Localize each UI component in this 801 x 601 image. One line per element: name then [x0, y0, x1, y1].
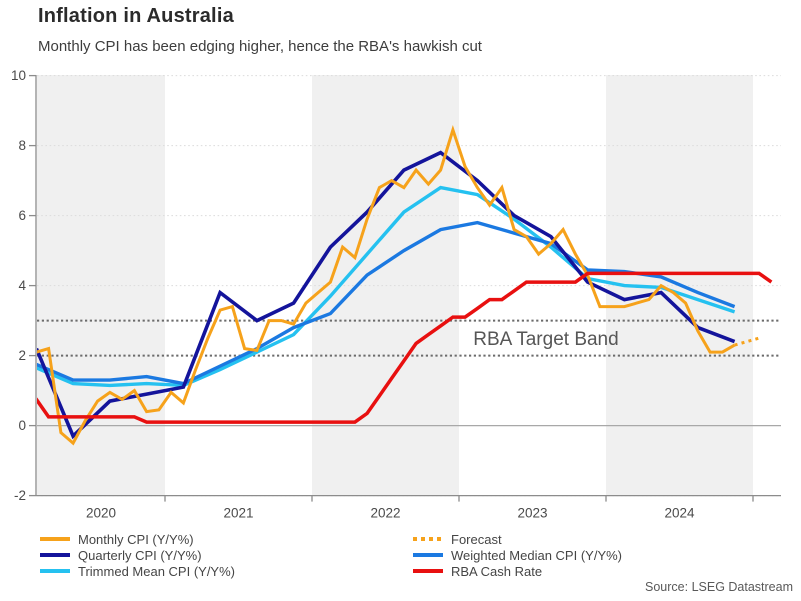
- legend-swatch-forecast-icon: [413, 537, 443, 541]
- page-title: Inflation in Australia: [38, 5, 234, 27]
- x-year-label-2021: 2021: [223, 506, 253, 521]
- y-tick-label--2: -2: [14, 488, 26, 503]
- legend-column-right: Forecast Weighted Median CPI (Y/Y%) RBA …: [413, 531, 622, 579]
- legend-swatch-rba-cash-rate-icon: [413, 569, 443, 573]
- x-year-label-2024: 2024: [664, 506, 695, 521]
- legend-item-rba-cash-rate: RBA Cash Rate: [413, 563, 622, 579]
- series-quarterly-cpi-y-y: [37, 150, 736, 440]
- legend-label-forecast: Forecast: [451, 531, 502, 547]
- legend-swatch-weighted-median-cpi-icon: [413, 553, 443, 557]
- legend-item-monthly-cpi: Monthly CPI (Y/Y%): [40, 531, 235, 547]
- y-tick-label-8: 8: [18, 138, 26, 153]
- legend-swatch-monthly-cpi-icon: [40, 537, 70, 541]
- legend-label-weighted-median-cpi: Weighted Median CPI (Y/Y%): [451, 547, 622, 563]
- legend-item-forecast: Forecast: [413, 531, 622, 547]
- y-tick-label-10: 10: [11, 68, 26, 83]
- x-year-label-2023: 2023: [517, 506, 547, 521]
- x-year-label-2020: 2020: [86, 506, 116, 521]
- series-monthly-cpi-y-y: [37, 124, 736, 446]
- legend-item-weighted-median-cpi: Weighted Median CPI (Y/Y%): [413, 547, 622, 563]
- series-trimmed-mean-cpi-y-y: [37, 185, 736, 388]
- legend-label-monthly-cpi: Monthly CPI (Y/Y%): [78, 531, 194, 547]
- legend-label-trimmed-mean-cpi: Trimmed Mean CPI (Y/Y%): [78, 563, 235, 579]
- legend: Monthly CPI (Y/Y%) Quarterly CPI (Y/Y%) …: [0, 531, 801, 581]
- source-credit: Source: LSEG Datastream: [645, 580, 793, 594]
- legend-column-left: Monthly CPI (Y/Y%) Quarterly CPI (Y/Y%) …: [40, 531, 235, 579]
- legend-swatch-quarterly-cpi-icon: [40, 553, 70, 557]
- legend-label-rba-cash-rate: RBA Cash Rate: [451, 563, 543, 579]
- legend-label-quarterly-cpi: Quarterly CPI (Y/Y%): [78, 547, 202, 563]
- series-rba-cash-rate: [37, 271, 773, 424]
- legend-swatch-trimmed-mean-cpi-icon: [40, 569, 70, 573]
- legend-item-trimmed-mean-cpi: Trimmed Mean CPI (Y/Y%): [40, 563, 235, 579]
- y-tick-label-4: 4: [18, 278, 26, 293]
- y-tick-label-0: 0: [18, 418, 26, 433]
- x-year-label-2022: 2022: [370, 506, 400, 521]
- y-tick-label-2: 2: [18, 348, 26, 363]
- legend-item-quarterly-cpi: Quarterly CPI (Y/Y%): [40, 547, 235, 563]
- page-subtitle: Monthly CPI has been edging higher, henc…: [38, 38, 482, 55]
- y-tick-label-6: 6: [18, 208, 26, 223]
- rba-target-band-label: RBA Target Band: [473, 329, 619, 350]
- series-weighted-median-cpi-y-y: [37, 220, 736, 386]
